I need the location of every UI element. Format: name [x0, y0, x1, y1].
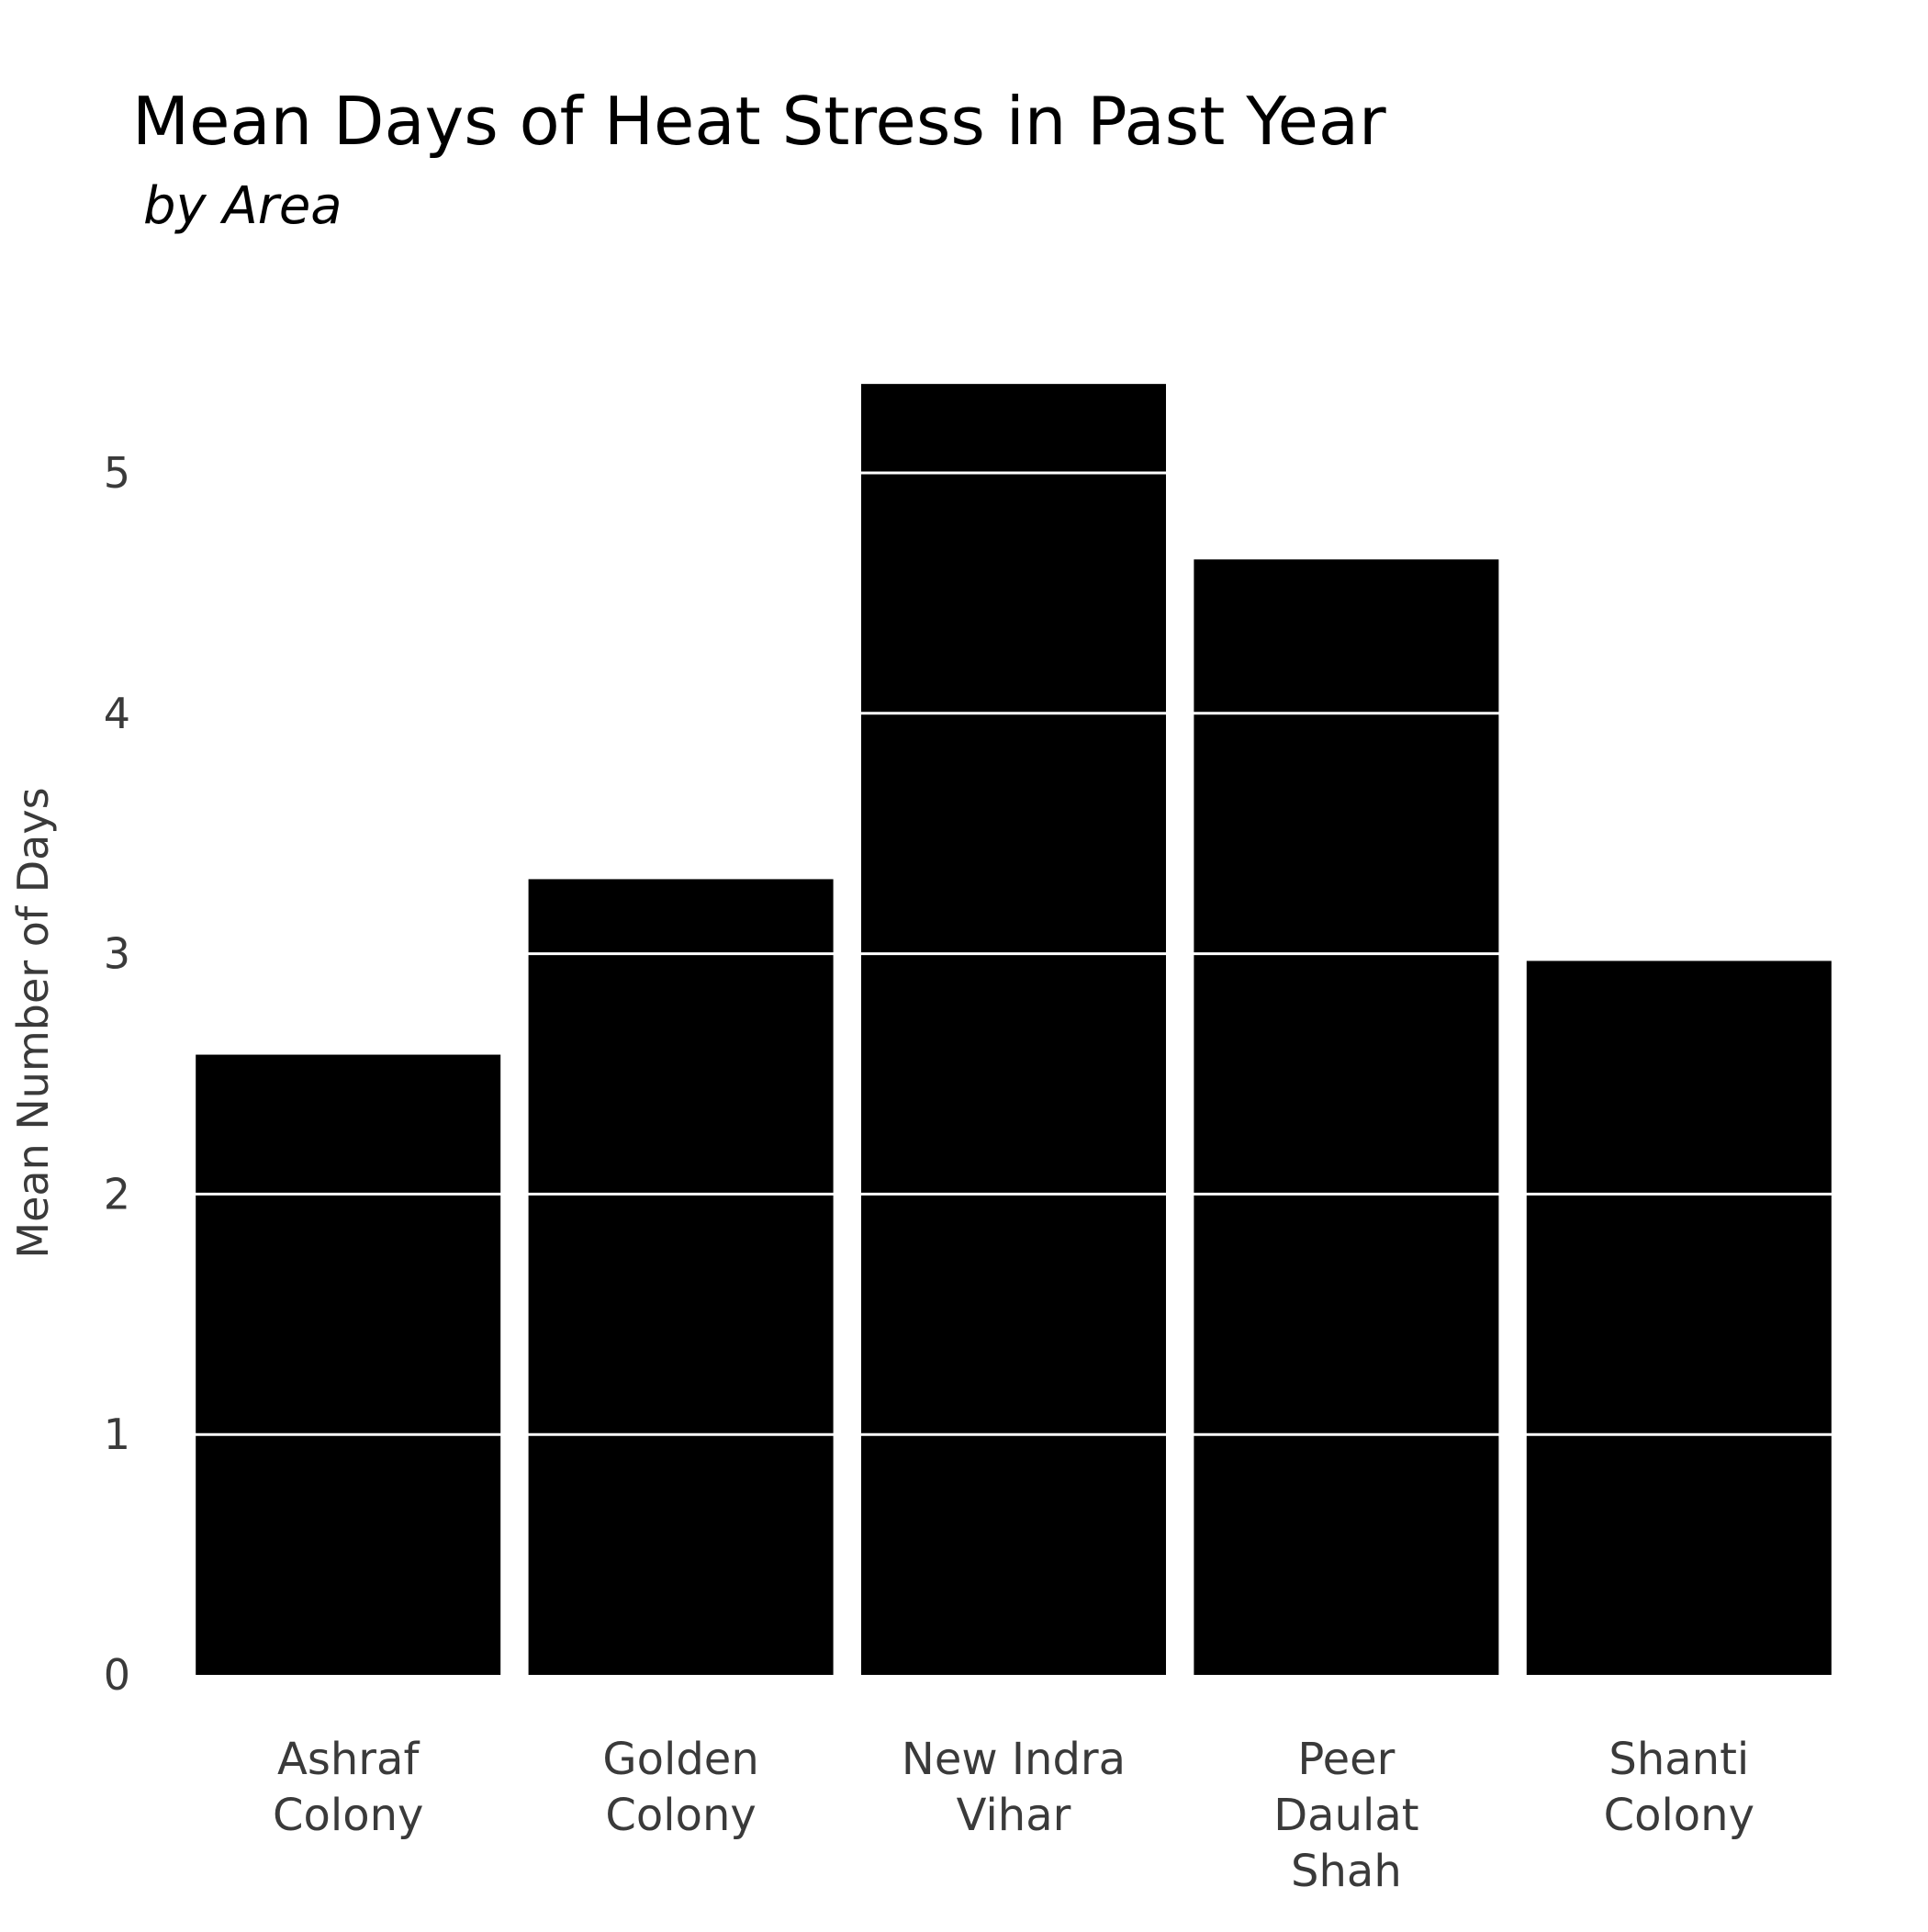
- y-axis-title: Mean Number of Days: [8, 787, 58, 1258]
- bar-golden-colony: [528, 879, 834, 1675]
- bar-shanti-colony: [1526, 960, 1832, 1675]
- y-tick-label: 1: [104, 1410, 130, 1459]
- x-axis-labels: Ashraf Colony Golden Colony New Indra Vihar Pe…: [273, 1734, 1754, 1897]
- gridlines: [182, 471, 1845, 1436]
- x-tick-label: Shanti Colony: [1604, 1734, 1754, 1841]
- y-tick-label: 5: [104, 448, 130, 498]
- y-tick-label: 0: [104, 1650, 130, 1700]
- y-axis-ticks: 0 1 2 3 4 5: [104, 448, 130, 1700]
- y-tick-label: 3: [104, 929, 130, 979]
- x-tick-label: Peer Daulat Shah: [1273, 1734, 1418, 1897]
- x-tick-label: Golden Colony: [602, 1734, 758, 1841]
- bars-layer: [196, 384, 1832, 1675]
- bar-new-indra-vihar: [861, 384, 1166, 1675]
- x-tick-label: New Indra Vihar: [902, 1734, 1126, 1841]
- x-tick-label: Ashraf Colony: [273, 1734, 423, 1841]
- y-tick-label: 2: [104, 1169, 130, 1219]
- chart-title: Mean Days of Heat Stress in Past Year: [132, 83, 1386, 160]
- chart-subtitle: by Area: [143, 176, 342, 236]
- bar-peer-daulat-shah: [1194, 559, 1499, 1675]
- y-tick-label: 4: [104, 689, 130, 738]
- bar-ashraf-colony: [196, 1054, 501, 1675]
